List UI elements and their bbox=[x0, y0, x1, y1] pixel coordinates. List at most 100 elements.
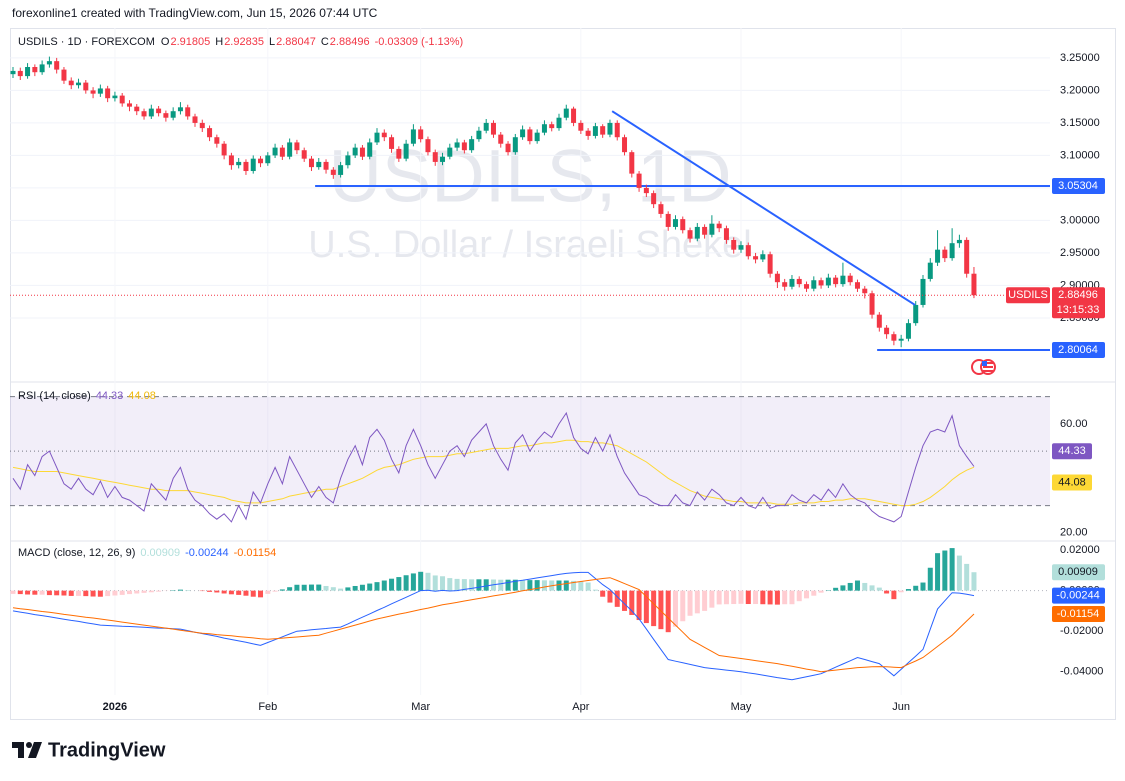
candle-body bbox=[672, 219, 678, 227]
histogram-bar bbox=[578, 581, 584, 591]
candle-body bbox=[643, 187, 649, 194]
histogram-bar bbox=[330, 587, 336, 591]
rsi-line bbox=[12, 411, 975, 523]
histogram-bar bbox=[272, 590, 278, 592]
candle-body bbox=[942, 249, 948, 259]
candle-body bbox=[352, 147, 358, 156]
signal-value: -0.01154 bbox=[234, 547, 277, 559]
symbol-tag bbox=[1006, 287, 1050, 304]
histogram-bar bbox=[767, 590, 773, 605]
histogram-bar bbox=[90, 590, 96, 597]
histogram-bar bbox=[898, 590, 904, 593]
y-tick-label: 3.10000 bbox=[1060, 149, 1100, 161]
chart-frame bbox=[10, 28, 1116, 720]
candle-body bbox=[432, 152, 438, 162]
candle-body bbox=[949, 243, 955, 259]
candle-body bbox=[527, 129, 533, 142]
candle-body bbox=[170, 111, 176, 118]
x-tick-label: May bbox=[731, 701, 752, 713]
candle-body bbox=[614, 122, 620, 138]
histogram-bar bbox=[250, 590, 256, 597]
candle-body bbox=[731, 239, 737, 250]
histogram-bar bbox=[156, 590, 162, 592]
candle-body bbox=[126, 103, 132, 107]
candle-body bbox=[236, 161, 242, 166]
candle-body bbox=[469, 139, 475, 151]
legend-letter: L bbox=[269, 36, 275, 48]
x-tick-label: 2026 bbox=[103, 701, 127, 713]
candle-body bbox=[505, 143, 511, 153]
histogram-bar bbox=[869, 585, 875, 591]
candle-body bbox=[454, 142, 460, 148]
histogram-bar bbox=[221, 590, 227, 594]
candle-body bbox=[782, 282, 788, 287]
histogram-bar bbox=[629, 590, 635, 615]
candle-body bbox=[54, 61, 60, 70]
histogram-bar bbox=[338, 588, 344, 591]
histogram-bar bbox=[563, 580, 569, 591]
candle-body bbox=[272, 147, 278, 156]
candle-body bbox=[440, 156, 446, 162]
candle-body bbox=[148, 108, 154, 117]
histogram-bar bbox=[614, 590, 620, 607]
candle-body bbox=[221, 143, 227, 156]
histogram-bar bbox=[789, 590, 795, 605]
histogram-bar bbox=[672, 590, 678, 627]
histogram-bar bbox=[359, 584, 365, 591]
legend-value: 2.91805 bbox=[170, 36, 210, 48]
candle-body bbox=[425, 139, 431, 153]
histogram-bar bbox=[760, 590, 766, 605]
candle-body bbox=[61, 69, 67, 81]
histogram-bar bbox=[592, 589, 598, 591]
rsi-tick-label: 60.00 bbox=[1060, 418, 1088, 430]
candle-body bbox=[265, 155, 271, 164]
candle-body bbox=[745, 245, 751, 257]
histogram-bar bbox=[804, 590, 810, 599]
histogram-bar bbox=[527, 580, 533, 591]
candle-body bbox=[651, 193, 657, 205]
y-tick-label: 3.20000 bbox=[1060, 84, 1100, 96]
candle-body bbox=[971, 273, 977, 296]
price-tag-label: 3.05304 bbox=[1058, 180, 1098, 192]
candle-body bbox=[825, 277, 831, 286]
candle-body bbox=[483, 122, 489, 131]
histogram-bar bbox=[46, 590, 52, 596]
rsi-tick-label: 20.00 bbox=[1060, 527, 1088, 539]
candle-body bbox=[498, 134, 504, 144]
histogram-bar bbox=[884, 590, 890, 594]
candle-body bbox=[541, 124, 547, 133]
rsi-value: 44.33 bbox=[96, 390, 124, 402]
rsi-title: RSI (14, close) bbox=[18, 390, 91, 402]
candle-body bbox=[134, 106, 140, 112]
countdown: 13:15:33 bbox=[1057, 304, 1100, 316]
candle-body bbox=[862, 288, 868, 294]
histogram-bar bbox=[643, 590, 649, 624]
candle-body bbox=[345, 155, 351, 166]
watermark-subtitle: U.S. Dollar / Israeli Shekel bbox=[308, 224, 752, 266]
histogram-bar bbox=[585, 582, 591, 591]
candle-body bbox=[403, 143, 409, 159]
candle-body bbox=[374, 132, 380, 143]
candle-body bbox=[447, 147, 453, 157]
histogram-bar bbox=[927, 567, 933, 591]
candle-body bbox=[520, 129, 526, 138]
histogram-bar bbox=[796, 590, 802, 602]
candle-body bbox=[687, 230, 693, 239]
histogram-bar bbox=[541, 580, 547, 591]
histogram-bar bbox=[214, 590, 220, 593]
macd-tick-label: -0.02000 bbox=[1060, 625, 1103, 637]
candle-body bbox=[694, 226, 700, 239]
candle-body bbox=[571, 108, 577, 123]
price-tag bbox=[1052, 287, 1105, 319]
histogram-bar bbox=[323, 585, 329, 591]
symbol: USDILS · 1D · FOREXCOM bbox=[18, 36, 155, 48]
histogram-bar bbox=[243, 590, 249, 596]
histogram-bar bbox=[97, 590, 103, 597]
histogram-bar bbox=[177, 589, 183, 591]
candle-body bbox=[898, 338, 904, 341]
histogram-bar bbox=[738, 590, 744, 604]
candle-body bbox=[702, 226, 708, 235]
candle-body bbox=[214, 137, 220, 144]
histogram-bar bbox=[571, 580, 577, 591]
